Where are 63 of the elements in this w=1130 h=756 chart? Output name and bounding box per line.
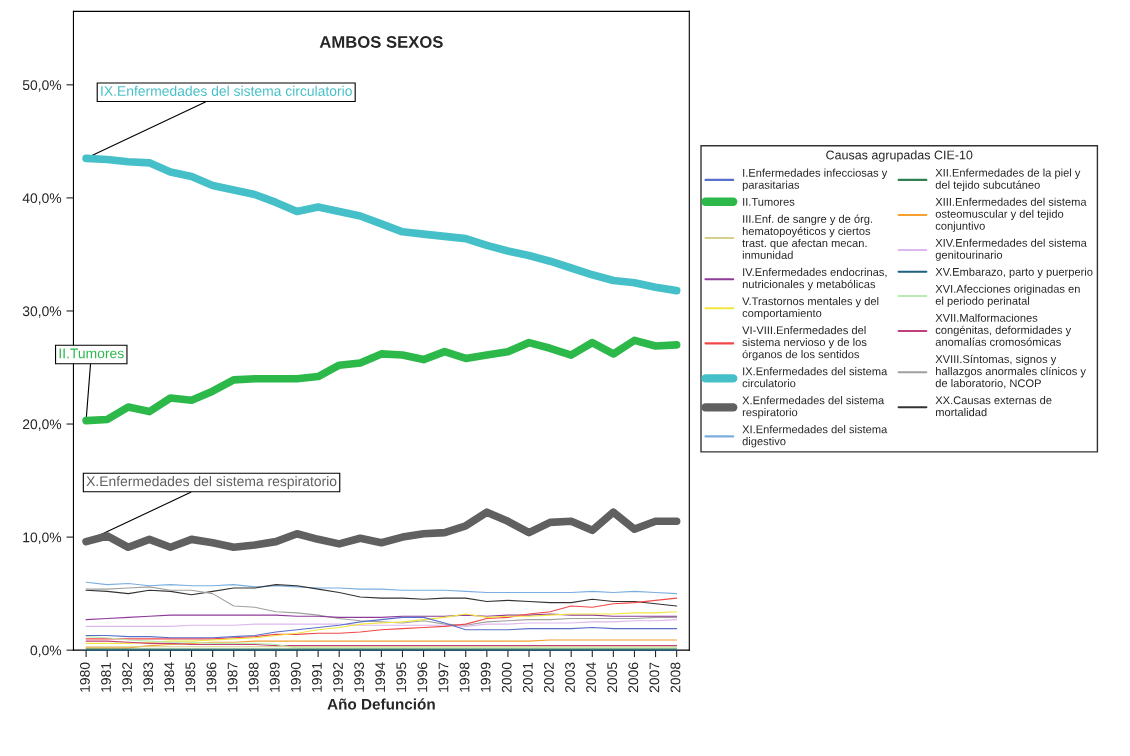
text: AMBOS SEXOS xyxy=(319,36,443,48)
legend-label: XVIII.Síntomas, signos y hallazgos anormales clínicos y de laboratorio, NCOP xyxy=(935,354,1086,389)
x-tick-label: 1998 xyxy=(459,662,470,692)
y-tick-label: 10,0% xyxy=(23,532,62,544)
legend-label: XV.Embarazo, parto y puerperio xyxy=(935,267,1093,278)
x-tick-label: 2003 xyxy=(565,662,575,693)
legend-label: I.Enfermedades infecciosas y parasitarias xyxy=(742,168,888,191)
line-series xyxy=(85,597,678,640)
annotation: X.Enfermedades del sistema respiratorio xyxy=(86,476,337,489)
line-series xyxy=(85,581,678,595)
annotation: IX.Enfermedades del sistema circulatorio xyxy=(101,85,352,96)
x-tick-label: 1980 xyxy=(80,662,90,692)
x-tick-label: 1987 xyxy=(227,662,238,692)
y-tick-label: 50,0% xyxy=(22,80,62,92)
x-tick-label: 2008 xyxy=(670,662,681,693)
x-tick-label: 1997 xyxy=(438,662,449,692)
x-tick-label: 1992 xyxy=(333,662,343,692)
x-tick-label: 1996 xyxy=(417,662,428,692)
x-tick-label: 1999 xyxy=(480,662,491,692)
x-tick-label: 2005 xyxy=(607,662,618,693)
x-tick-label: 1990 xyxy=(290,662,301,692)
legend-label: XX.Causas externas de mortalidad xyxy=(935,396,1052,417)
x-tick-label: 1993 xyxy=(354,662,365,692)
x-tick-label: 2006 xyxy=(628,662,639,693)
legend-label: XIII.Enfermedades del sistema osteomuscular y del tejido conjuntivo xyxy=(935,197,1087,232)
y-tick-label: 20,0% xyxy=(22,419,62,431)
x-tick-label: 2004 xyxy=(586,662,597,693)
x-tick-label: 1991 xyxy=(312,662,322,692)
x-tick-label: 2002 xyxy=(543,662,554,693)
x-tick-label: 1986 xyxy=(206,662,217,692)
y-tick-label: 30,0% xyxy=(22,306,62,318)
legend-title: Causas agrupadas CIE-10 xyxy=(826,150,973,162)
legend-label: VI-VIII.Enfermedades del sistema nervioso y de los órganos de los sentidos xyxy=(742,325,867,361)
legend-label: II.Tumores xyxy=(743,198,795,206)
legend-label: XII.Enfermedades de la piel y del tejido subcutáneo xyxy=(935,168,1081,192)
annotation: II.Tumores xyxy=(59,348,124,359)
legend-label: X.Enfermedades del sistema respiratorio xyxy=(742,396,885,419)
y-tick-label: 0,0% xyxy=(30,645,62,657)
x-tick-label: 1983 xyxy=(143,662,154,692)
legend-label: XI.Enfermedades del sistema digestivo xyxy=(742,425,888,448)
line-series xyxy=(85,586,678,626)
legend-label: III.Enf. de sangre y de órg. hematopoyéticos y ciertos trast. que afectan mecan. inmunidad xyxy=(742,214,873,259)
x-tick-label: 1982 xyxy=(122,662,133,692)
y-tick-label: 40,0% xyxy=(22,193,62,205)
line-series xyxy=(85,619,678,627)
x-tick-label: 1985 xyxy=(185,662,196,692)
x-tick-label: 1984 xyxy=(164,662,175,692)
x-axis-title: Año Defunción xyxy=(327,698,435,710)
x-tick-label: 1989 xyxy=(269,662,280,692)
x-tick-label: 1995 xyxy=(396,662,407,692)
legend-label: XIV.Enfermedades del sistema genitourinario xyxy=(935,238,1087,261)
x-tick-label: 2001 xyxy=(522,662,533,693)
x-tick-label: 1981 xyxy=(101,662,111,692)
x-tick-label: 1994 xyxy=(375,662,386,692)
legend-label: IV.Enfermedades endocrinas, nutricionales y metabólicas xyxy=(742,267,887,291)
legend-label: XVI.Afecciones originadas en el periodo perinatal xyxy=(935,284,1080,307)
legend-label: XVII.Malformaciones congénitas, deformidades y anomalías cromosómicas xyxy=(935,313,1072,346)
line-series xyxy=(85,584,678,607)
x-tick-label: 1988 xyxy=(248,662,259,692)
legend-label: V.Trastornos mentales y del comportamiento xyxy=(742,296,879,320)
legend-label: IX.Enfermedades del sistema circulatorio xyxy=(742,367,888,388)
x-tick-label: 2000 xyxy=(501,662,512,693)
x-tick-label: 2007 xyxy=(649,662,660,693)
